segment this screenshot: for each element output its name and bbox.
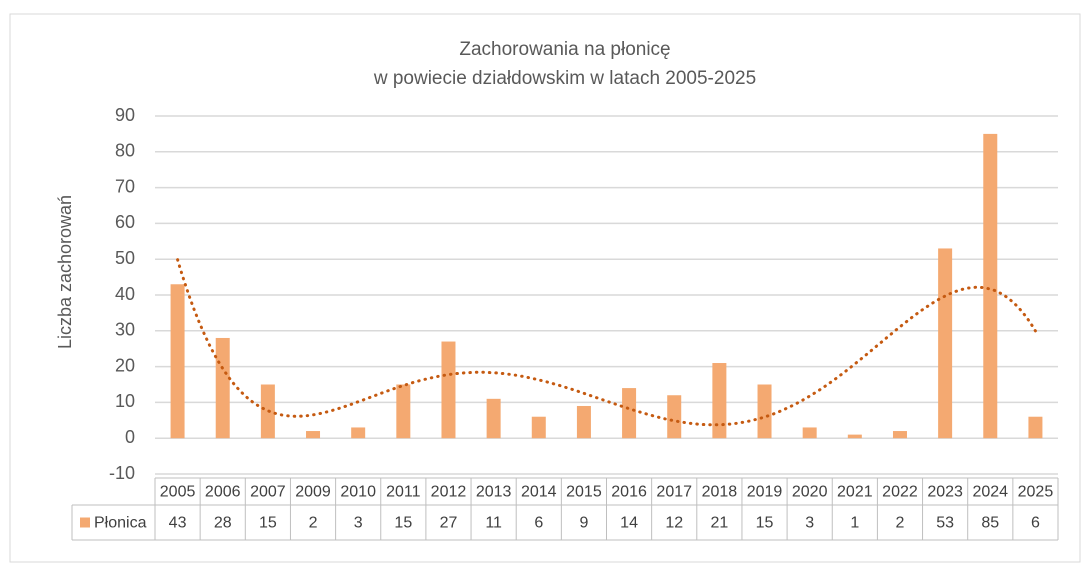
table-value: 15 — [756, 515, 774, 532]
y-tick-label: 70 — [115, 176, 135, 196]
bar — [1028, 416, 1043, 439]
y-tick-label: -10 — [109, 463, 135, 483]
bar — [486, 398, 501, 439]
x-tick-label: 2025 — [1018, 484, 1054, 501]
y-tick-label: 30 — [115, 320, 135, 340]
x-tick-label: 2021 — [837, 484, 873, 501]
bar — [351, 427, 366, 439]
table-value: 43 — [169, 515, 187, 532]
x-tick-label: 2017 — [656, 484, 692, 501]
bar — [306, 431, 321, 439]
y-tick-label: 20 — [115, 355, 135, 375]
table-value: 3 — [354, 515, 363, 532]
x-tick-label: 2012 — [431, 484, 467, 501]
y-tick-label: 90 — [115, 105, 135, 125]
legend-label: Płonica — [94, 515, 147, 532]
table-value: 85 — [981, 515, 999, 532]
bar — [667, 395, 682, 439]
table-value: 12 — [665, 515, 683, 532]
y-tick-label: 60 — [115, 212, 135, 232]
bar — [622, 388, 637, 439]
bar — [712, 363, 727, 439]
table-value: 15 — [259, 515, 277, 532]
x-tick-label: 2020 — [792, 484, 828, 501]
table-value: 15 — [394, 515, 412, 532]
x-tick-label: 2013 — [476, 484, 512, 501]
table-value: 14 — [620, 515, 638, 532]
x-tick-label: 2007 — [250, 484, 286, 501]
table-value: 3 — [805, 515, 814, 532]
bar — [531, 416, 546, 439]
x-tick-label: 2011 — [386, 484, 421, 501]
table-value: 1 — [850, 515, 859, 532]
x-tick-label: 2006 — [205, 484, 241, 501]
x-tick-label: 2016 — [611, 484, 647, 501]
x-tick-label: 2009 — [295, 484, 331, 501]
x-tick-label: 2014 — [521, 484, 557, 501]
x-tick-label: 2010 — [340, 484, 376, 501]
x-tick-label: 2022 — [882, 484, 918, 501]
bar — [938, 248, 953, 439]
y-tick-label: 80 — [115, 141, 135, 161]
legend-swatch — [80, 517, 90, 528]
x-tick-label: 2018 — [702, 484, 738, 501]
y-tick-label: 50 — [115, 248, 135, 268]
bar — [802, 427, 817, 439]
y-axis-label: Liczba zachorowań — [55, 195, 75, 349]
table-value: 6 — [1031, 515, 1040, 532]
y-tick-label: 10 — [115, 391, 135, 411]
table-value: 6 — [534, 515, 543, 532]
bar — [170, 284, 185, 439]
table-value: 11 — [485, 515, 502, 532]
x-tick-label: 2023 — [927, 484, 963, 501]
x-tick-label: 2019 — [747, 484, 783, 501]
x-tick-label: 2024 — [972, 484, 1008, 501]
bar — [892, 431, 907, 439]
bar — [757, 384, 772, 439]
table-value: 53 — [936, 515, 954, 532]
table-value: 2 — [309, 515, 318, 532]
bar — [441, 341, 456, 439]
table-value: 9 — [579, 515, 588, 532]
table-value: 2 — [896, 515, 905, 532]
y-tick-label: 40 — [115, 284, 135, 304]
y-tick-label: 0 — [125, 427, 135, 447]
table-value: 27 — [440, 515, 458, 532]
chart-frame — [9, 13, 1081, 563]
bar — [983, 133, 998, 439]
table-value: 28 — [214, 515, 232, 532]
chart-title: Zachorowania na płonicę — [459, 39, 670, 60]
bar — [396, 384, 411, 439]
x-tick-label: 2015 — [566, 484, 602, 501]
chart-title: w powiecie działdowskim w latach 2005-20… — [373, 68, 756, 89]
bar — [215, 337, 230, 439]
table-value: 21 — [710, 515, 728, 532]
trendline — [176, 258, 1037, 427]
bar — [576, 405, 591, 439]
bar — [847, 434, 862, 439]
x-tick-label: 2005 — [160, 484, 196, 501]
